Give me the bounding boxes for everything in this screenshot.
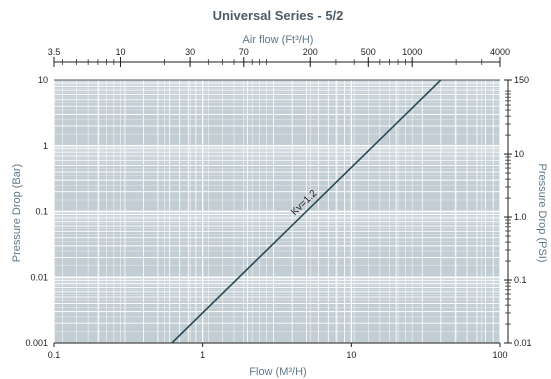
x-tick-label: 10 <box>346 350 356 360</box>
y-tick-label: 0.001 <box>25 338 48 348</box>
x-tick-label: 1 <box>200 350 205 360</box>
y2-tick-label: 10 <box>514 149 524 159</box>
x2-tick-label: 500 <box>361 47 376 57</box>
y-tick-label: 0.01 <box>30 272 48 282</box>
x-axis-label: Flow (M³/H) <box>249 366 306 378</box>
y2-tick-label: 1.0 <box>514 212 527 222</box>
x2-tick-label: 200 <box>303 47 318 57</box>
top-axis-label: Air flow (Ft³/H) <box>243 34 314 46</box>
x2-tick-label: 10 <box>115 47 125 57</box>
x2-tick-label: 70 <box>239 47 249 57</box>
x2-tick-label: 3.5 <box>48 47 61 57</box>
chart-title: Universal Series - 5/2 <box>213 8 344 23</box>
y-axis-label: Pressure Drop (Bar) <box>11 164 23 262</box>
x2-tick-label: 1000 <box>402 47 422 57</box>
y2-tick-label: 0.1 <box>514 275 527 285</box>
x2-tick-label: 30 <box>185 47 195 57</box>
series-line <box>171 79 442 344</box>
x2-tick-label: 4000 <box>490 47 510 57</box>
x-tick-label: 100 <box>492 350 507 360</box>
axes: 0.1 1 10 100 0.001 0.01 0.1 1 10 3.5 10 30 70 200 500 1… <box>25 47 531 360</box>
y-tick-label: 1 <box>43 141 48 151</box>
y-tick-label: 0.1 <box>35 207 48 217</box>
x-tick-label: 0.1 <box>48 350 61 360</box>
y2-tick-label: 0.01 <box>514 338 532 348</box>
grid <box>53 79 501 344</box>
right-axis-label: Pressure Drop (PSI) <box>536 163 548 262</box>
y2-tick-label: 150 <box>514 75 529 85</box>
y-tick-label: 10 <box>38 75 48 85</box>
